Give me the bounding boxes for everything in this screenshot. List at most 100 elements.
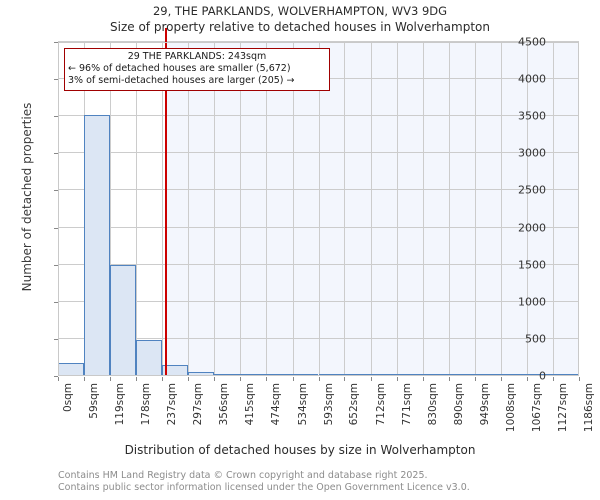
histogram-bar [474,374,501,376]
x-axis-tick-label: 237sqm [166,383,179,426]
gridline-vertical [292,42,294,376]
highlight-region [164,42,579,376]
y-axis-tick-mark [54,153,58,155]
x-axis-tick-label: 119sqm [114,383,127,426]
y-axis-tick-label: 4000 [518,72,546,86]
annotation-title: 29 THE PARKLANDS: 243sqm [127,51,267,62]
x-axis-tick-label: 949sqm [478,383,491,426]
x-axis-tick-mark [526,377,528,381]
gridline-vertical [136,42,138,376]
chart-header: 29, THE PARKLANDS, WOLVERHAMPTON, WV3 9D… [0,3,600,36]
x-axis-tick-mark [83,377,85,381]
histogram-bar [553,374,579,376]
y-axis-tick-label: 500 [525,332,546,346]
y-axis-tick-label: 3500 [518,109,546,123]
x-axis-tick-mark [422,377,424,381]
x-axis-tick-label: 474sqm [270,383,283,426]
chart-title: 29, THE PARKLANDS, WOLVERHAMPTON, WV3 9D… [152,4,448,18]
plot-area [58,28,579,376]
histogram-bar [136,339,163,376]
gridline-horizontal [58,41,579,42]
histogram-bar [110,264,137,376]
x-axis-tick-mark [214,377,216,381]
histogram-bar [448,374,475,376]
gridline-vertical [240,42,242,376]
x-axis-tick-mark [292,377,294,381]
x-axis-tick-label: 534sqm [296,383,309,426]
gridline-vertical [318,42,320,376]
property-marker-line [164,28,167,376]
y-axis-tick-label: 4500 [518,35,546,49]
gridline-vertical [526,42,528,376]
x-axis-tick-label: 297sqm [192,383,205,426]
y-axis-tick-mark [54,338,58,340]
x-axis-tick-mark [136,377,138,381]
annotation-smaller-line: ← 96% of detached houses are smaller (5,… [68,63,291,74]
x-axis-tick-label: 712sqm [374,383,387,426]
x-axis-tick-label: 890sqm [452,383,465,426]
x-axis-tick-mark [318,377,320,381]
footer-line-copyright: Contains HM Land Registry data © Crown c… [58,470,428,481]
x-axis-tick-label: 771sqm [400,383,413,426]
x-axis-tick-label: 356sqm [218,383,231,426]
histogram-bar [266,374,293,376]
x-axis-tick-mark [58,377,59,381]
gridline-vertical [500,42,502,376]
gridline-vertical [266,42,268,376]
histogram-bar [292,374,319,376]
histogram-bar [214,373,241,376]
x-axis-tick-mark [396,377,398,381]
histogram-bar [344,374,371,376]
y-axis-tick-label: 1000 [518,295,546,309]
x-axis-tick-mark [370,377,372,381]
histogram-bar [318,374,345,376]
y-axis-tick-mark [54,227,58,229]
y-axis-tick-label: 0 [539,369,546,383]
x-axis-tick-mark [579,377,580,381]
gridline-vertical [396,42,398,376]
y-axis-tick-mark [54,264,58,266]
footer-line-licence: Contains public sector information licen… [58,481,470,493]
x-axis-tick-mark [448,377,450,381]
x-axis-tick-mark [188,377,190,381]
y-axis-tick-mark [54,42,58,43]
histogram-bar [370,374,397,376]
y-axis-tick-mark [54,376,58,377]
x-axis-tick-mark [162,377,164,381]
annotation-larger-line: 3% of semi-detached houses are larger (2… [68,75,295,86]
histogram-bar [240,374,267,376]
x-axis-tick-mark [500,377,502,381]
gridline-vertical [553,42,555,376]
gridline-vertical [214,42,216,376]
x-axis-tick-mark [240,377,242,381]
x-axis-tick-label: 830sqm [426,383,439,426]
x-axis-tick-label: 593sqm [322,383,335,426]
histogram-bar [58,363,84,376]
y-axis-tick-label: 2500 [518,183,546,197]
x-axis-tick-mark [474,377,476,381]
chart-subtitle: Size of property relative to detached ho… [110,20,490,34]
y-axis-tick-mark [54,190,58,192]
x-axis-label: Distribution of detached houses by size … [124,443,476,457]
histogram-bar [422,374,449,376]
histogram-bar [83,114,111,376]
y-axis-tick-mark [54,116,58,118]
x-axis-tick-label: 1008sqm [504,383,517,433]
x-axis-tick-label: 1067sqm [530,383,543,433]
gridline-vertical [422,42,424,376]
y-axis-tick-mark [54,79,58,81]
footer: Contains HM Land Registry data © Crown c… [58,470,598,493]
gridline-vertical [188,42,190,376]
x-axis-tick-label: 0sqm [62,383,74,413]
gridline-vertical [448,42,450,376]
histogram-bar [188,371,215,376]
histogram-bar [500,374,527,376]
x-axis-tick-label: 178sqm [140,383,153,426]
x-axis-tick-label: 1127sqm [557,383,570,433]
x-axis-tick-label: 415sqm [244,383,257,426]
x-axis-tick-label: 652sqm [348,383,361,426]
gridline-vertical [110,42,112,376]
histogram-bar [396,374,423,376]
gridline-vertical [344,42,346,376]
y-axis-tick-label: 2000 [518,221,546,235]
